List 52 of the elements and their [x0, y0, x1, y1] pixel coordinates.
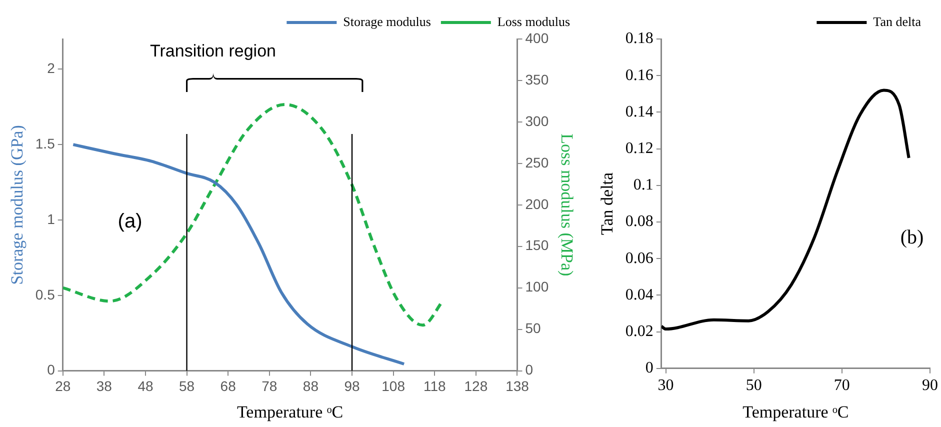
- y-tick-label: 0: [645, 360, 654, 377]
- y2-tick-label: 300: [525, 112, 549, 129]
- y-axis-title: Tan delta: [598, 172, 617, 235]
- y2-tick-label: 50: [525, 320, 542, 336]
- x-tick-label: 70: [834, 377, 850, 394]
- y-tick-label: 0.12: [625, 140, 654, 158]
- y-tick-label: 0.02: [625, 323, 654, 340]
- y-tick-label: 2: [47, 60, 56, 76]
- y-tick-label: 0.08: [625, 213, 654, 230]
- y-tick-label: 0.16: [625, 66, 654, 84]
- x-tick-label: 68: [220, 378, 236, 394]
- y2-tick-label: 150: [525, 237, 549, 254]
- y-axis-title: Storage modulus (GPa): [8, 125, 27, 285]
- x-tick-label: 50: [746, 377, 762, 394]
- annotation: (b): [900, 226, 924, 248]
- y2-tick-label: 200: [525, 196, 549, 212]
- x-tick-label: 138: [506, 378, 530, 394]
- x-tick-label: 98: [344, 378, 360, 394]
- x-tick-label: 88: [302, 378, 319, 394]
- annotation: (a): [118, 210, 142, 233]
- y-tick-label: 0.04: [625, 286, 654, 304]
- legend-label: Loss modulus: [497, 14, 570, 29]
- y2-tick-label: 400: [525, 30, 549, 46]
- line-series: [72, 143, 406, 366]
- y-tick-label: 0.1: [633, 176, 654, 194]
- x-tick-label: 90: [922, 377, 938, 394]
- y2-tick-label: 100: [525, 278, 549, 295]
- y-tick-label: 0: [47, 362, 56, 378]
- y2-tick-label: 350: [525, 71, 549, 88]
- y-tick-label: 1.5: [35, 135, 56, 152]
- x-tick-label: 108: [382, 378, 406, 394]
- annotation: Transition region: [150, 42, 276, 61]
- x-tick-label: 30: [658, 377, 674, 394]
- x-tick-label: 58: [178, 378, 195, 394]
- y-tick-label: 0.14: [625, 103, 654, 120]
- y2-tick-label: 0: [525, 362, 534, 378]
- legend-label: Tan delta: [873, 14, 922, 29]
- x-tick-label: 78: [262, 378, 278, 394]
- legend-label: Storage modulus: [343, 14, 431, 29]
- y-tick-label: 0.18: [625, 30, 654, 48]
- x-tick-label: 118: [423, 378, 446, 394]
- x-axis-title: Temperature ᵒC: [742, 402, 849, 422]
- x-tick-label: 38: [96, 378, 112, 394]
- x-tick-label: 48: [138, 378, 154, 394]
- y-tick-label: 0.06: [625, 250, 654, 267]
- x-tick-label: 28: [55, 378, 71, 394]
- y-tick-label: 0.5: [35, 286, 56, 302]
- x-axis-title: Temperature ᵒC: [236, 402, 344, 422]
- y2-axis-title: Loss modulus (MPa): [557, 134, 576, 276]
- x-tick-label: 128: [464, 378, 488, 394]
- y2-tick-label: 250: [525, 154, 549, 170]
- y-tick-label: 1: [47, 210, 56, 227]
